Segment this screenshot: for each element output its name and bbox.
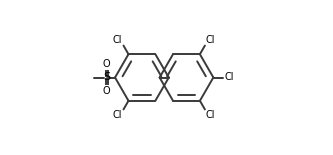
Text: Cl: Cl (206, 110, 215, 120)
Text: O: O (103, 59, 111, 69)
Text: Cl: Cl (113, 35, 122, 45)
Text: Cl: Cl (206, 35, 215, 45)
Text: Cl: Cl (113, 110, 122, 120)
Text: Cl: Cl (224, 73, 234, 82)
Text: S: S (103, 73, 110, 82)
Text: O: O (103, 86, 111, 96)
